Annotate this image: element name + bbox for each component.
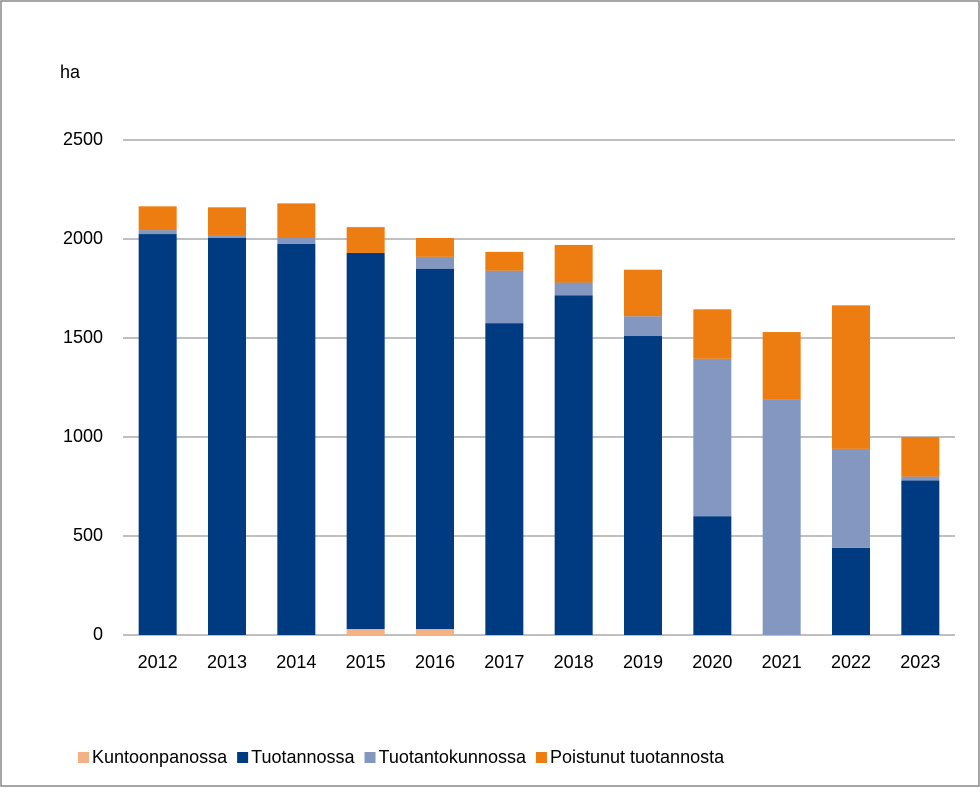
bar-segment	[624, 316, 662, 337]
x-tick-label: 2022	[831, 652, 871, 672]
legend-swatch	[364, 752, 376, 763]
bar-segment	[624, 336, 662, 635]
x-tick-label: 2015	[346, 652, 386, 672]
x-tick-label: 2019	[623, 652, 663, 672]
x-tick-label: 2013	[207, 652, 247, 672]
bar-segment	[138, 234, 177, 636]
bar-segment	[485, 323, 524, 635]
y-tick-label: 500	[73, 525, 103, 545]
legend-swatch	[237, 752, 249, 763]
x-tick-label: 2021	[762, 652, 802, 672]
bar-segment	[554, 295, 593, 635]
bar-segment	[554, 282, 593, 296]
y-tick-label: 0	[93, 624, 103, 644]
bar-segment	[693, 516, 732, 635]
x-tick-label: 2014	[276, 652, 316, 672]
bar-segment	[416, 268, 454, 630]
bar-segment	[208, 207, 246, 236]
legend-label: Poistunut tuotannosta	[550, 747, 725, 767]
y-axis-label: ha	[60, 62, 81, 82]
bar-segment	[346, 227, 385, 253]
x-tick-label: 2023	[900, 652, 940, 672]
legend-swatch	[535, 752, 547, 763]
y-tick-label: 1500	[63, 327, 103, 347]
y-tick-label: 1000	[63, 426, 103, 446]
x-tick-label: 2020	[692, 652, 732, 672]
bar-segment	[138, 230, 177, 235]
bar-segment	[901, 476, 940, 481]
bar-segment	[485, 251, 524, 271]
bar-segment	[693, 309, 732, 359]
bar-segment	[624, 269, 662, 317]
bar-segment	[832, 448, 870, 548]
y-tick-label: 2000	[63, 228, 103, 248]
legend-swatch	[78, 752, 89, 763]
bar-segment	[901, 480, 940, 635]
bar-segment	[901, 437, 940, 477]
x-tick-label: 2018	[554, 652, 594, 672]
bar-segment	[346, 629, 385, 635]
bar-segment	[208, 238, 246, 635]
legend-label: Tuotannossa	[251, 747, 355, 767]
bar-segment	[416, 256, 454, 269]
bar-segment	[485, 270, 524, 324]
bar-segment	[693, 358, 732, 517]
y-tick-label: 2500	[63, 129, 103, 149]
x-tick-label: 2016	[415, 652, 455, 672]
bar-segment	[277, 243, 316, 635]
x-tick-label: 2012	[138, 652, 178, 672]
bar-segment	[554, 244, 593, 283]
bar-segment	[346, 252, 385, 630]
bar-segment	[416, 629, 454, 635]
bar-segment	[208, 235, 246, 239]
bar-segment	[138, 206, 177, 231]
bar-segment	[277, 238, 316, 244]
bar-segment	[277, 203, 316, 239]
bar-segment	[762, 332, 801, 400]
legend-label: Tuotantokunnossa	[379, 747, 527, 767]
legend-label: Kuntoonpanossa	[92, 747, 228, 767]
bar-segment	[832, 547, 870, 635]
bar-segment	[762, 399, 801, 635]
bar-segment	[416, 238, 454, 257]
x-tick-label: 2017	[484, 652, 524, 672]
bar-segment	[832, 305, 870, 449]
